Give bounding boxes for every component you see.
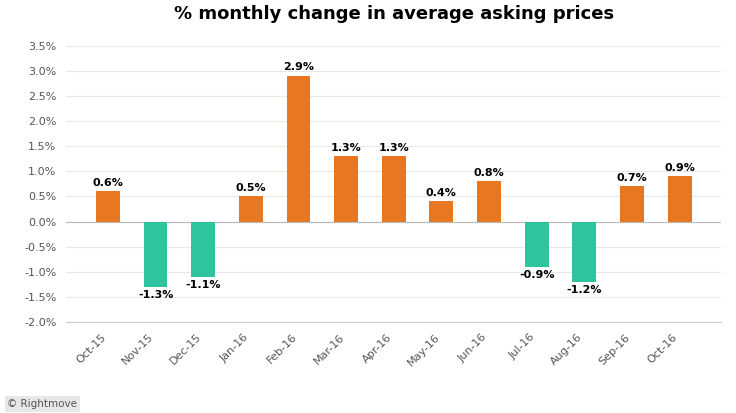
- Text: 2.9%: 2.9%: [283, 62, 314, 72]
- Bar: [96, 191, 120, 222]
- Bar: [191, 222, 215, 277]
- Text: 0.9%: 0.9%: [664, 163, 695, 173]
- Bar: [239, 197, 263, 222]
- Text: -1.3%: -1.3%: [138, 290, 173, 301]
- Bar: [286, 76, 311, 222]
- Title: % monthly change in average asking prices: % monthly change in average asking price…: [174, 5, 614, 23]
- Bar: [668, 176, 692, 222]
- Bar: [382, 156, 406, 222]
- Text: 1.3%: 1.3%: [378, 143, 409, 153]
- Text: -1.2%: -1.2%: [567, 285, 602, 295]
- Text: 0.4%: 0.4%: [426, 188, 457, 198]
- Bar: [334, 156, 358, 222]
- Text: 0.6%: 0.6%: [93, 178, 124, 188]
- Bar: [620, 186, 644, 222]
- Text: 0.7%: 0.7%: [617, 173, 648, 183]
- Bar: [144, 222, 168, 287]
- Bar: [525, 222, 548, 267]
- Text: -1.1%: -1.1%: [185, 280, 221, 290]
- Text: 0.5%: 0.5%: [236, 183, 266, 193]
- Bar: [477, 181, 501, 222]
- Text: © Rightmove: © Rightmove: [7, 399, 77, 409]
- Text: 0.8%: 0.8%: [474, 168, 504, 178]
- Text: 1.3%: 1.3%: [330, 143, 361, 153]
- Text: -0.9%: -0.9%: [519, 271, 554, 280]
- Bar: [430, 202, 453, 222]
- Bar: [573, 222, 596, 282]
